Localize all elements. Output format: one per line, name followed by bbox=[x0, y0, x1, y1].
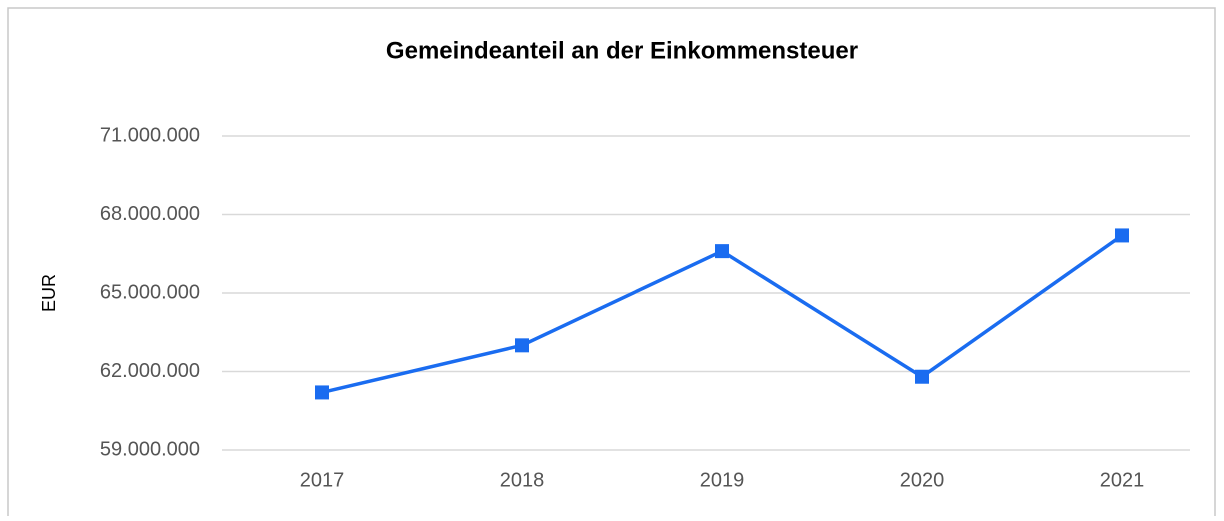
data-line bbox=[321, 234, 1124, 395]
data-point bbox=[915, 369, 929, 384]
y-tick-label: 71.000.000 bbox=[100, 124, 200, 146]
y-tick-label: 68.000.000 bbox=[100, 203, 200, 225]
x-tick-label: 2017 bbox=[300, 469, 345, 491]
chart-title: Gemeindeanteil an der Einkommensteuer bbox=[386, 37, 858, 64]
data-point bbox=[315, 385, 329, 400]
x-tick-label: 2020 bbox=[900, 469, 945, 491]
x-tick-label: 2019 bbox=[700, 469, 745, 491]
x-tick-label: 2021 bbox=[1100, 469, 1145, 491]
y-axis-label: EUR bbox=[39, 274, 59, 312]
data-point bbox=[715, 244, 729, 259]
x-tick-label: 2018 bbox=[500, 469, 545, 491]
chart-frame bbox=[7, 7, 1216, 521]
y-tick-label: 59.000.000 bbox=[100, 438, 200, 460]
y-tick-label: 65.000.000 bbox=[100, 281, 200, 303]
data-point bbox=[1115, 228, 1129, 243]
data-point bbox=[515, 338, 529, 353]
y-tick-label: 62.000.000 bbox=[100, 360, 200, 382]
